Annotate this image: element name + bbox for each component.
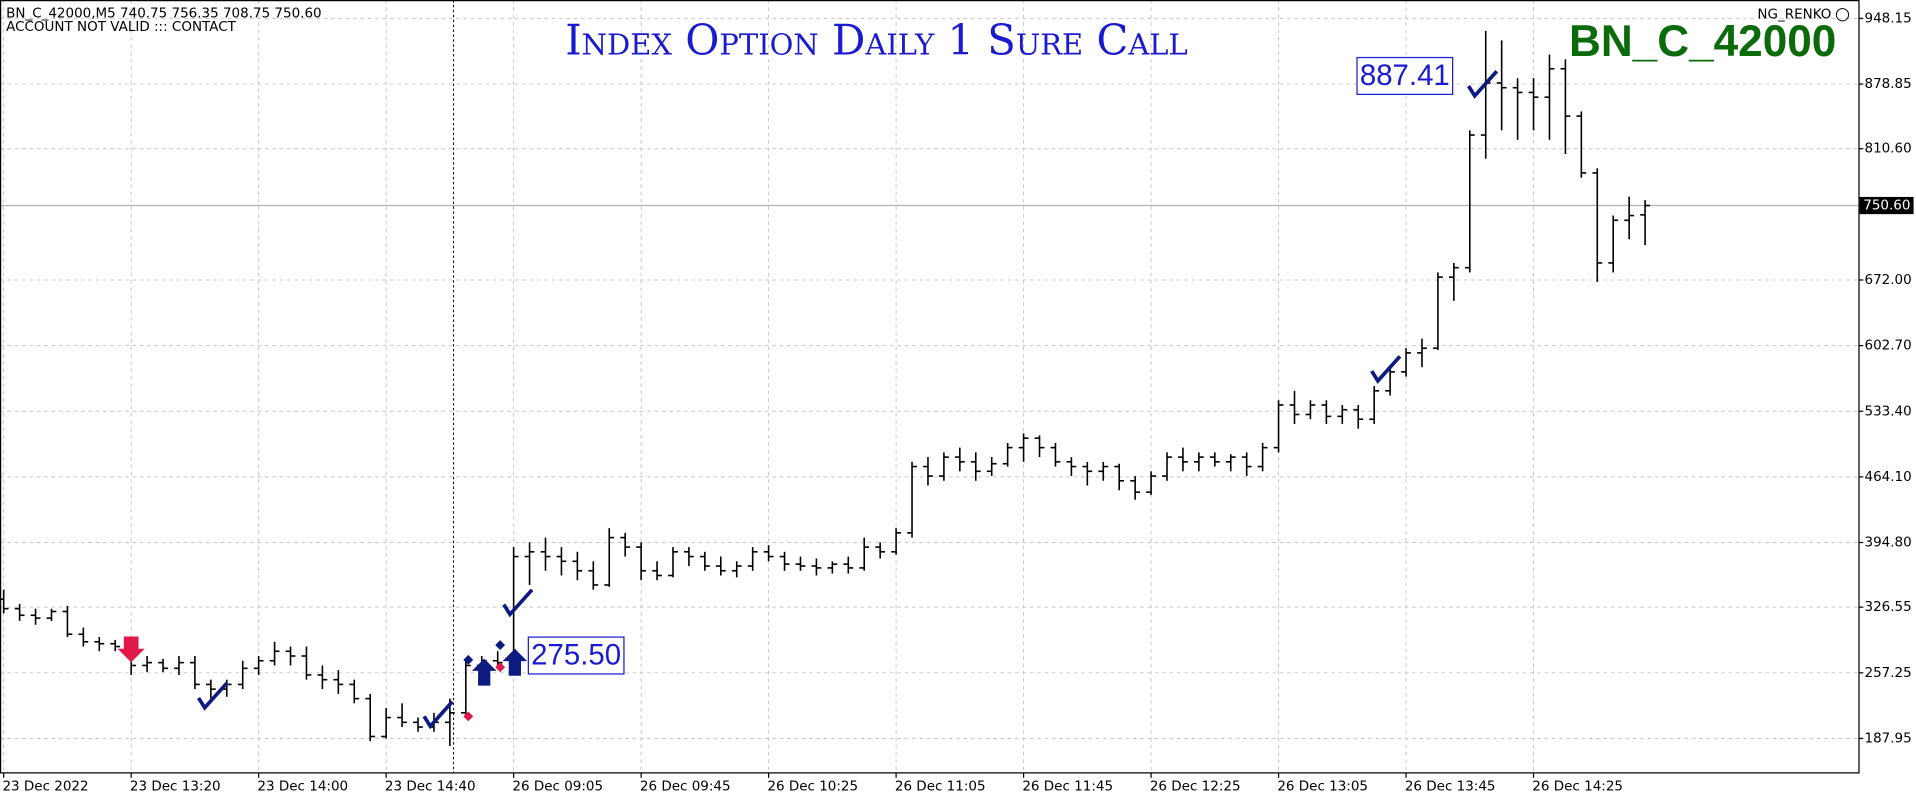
y-tick-label: 602.70 <box>1865 338 1912 354</box>
bars <box>0 30 1650 746</box>
x-tick-label: 26 Dec 09:45 <box>640 778 731 794</box>
chart-title: Index Option Daily 1 Sure Call <box>565 16 1187 65</box>
x-tick-label: 23 Dec 14:00 <box>257 778 348 794</box>
grid <box>0 0 1859 773</box>
header-line: ACCOUNT NOT VALID ::: CONTACT <box>6 19 236 35</box>
y-tick-label: 948.15 <box>1865 10 1912 26</box>
y-tick-label: 257.25 <box>1865 665 1912 681</box>
x-tick-label: 26 Dec 11:45 <box>1022 778 1113 794</box>
x-tick-label: 23 Dec 14:40 <box>385 778 476 794</box>
y-tick-label: 464.10 <box>1865 469 1912 485</box>
y-tick-label: 878.85 <box>1865 76 1912 92</box>
diamond <box>463 640 506 665</box>
annotation-box <box>1356 56 1454 95</box>
x-tick-label: 23 Dec 13:20 <box>130 778 221 794</box>
annotation-label: 275.50 <box>531 639 621 672</box>
diamond <box>463 662 506 722</box>
x-tick-label: 26 Dec 14:25 <box>1532 778 1623 794</box>
signals <box>117 70 1499 730</box>
x-tick-label: 23 Dec 2022 <box>2 778 88 794</box>
x-tick-label: 26 Dec 11:05 <box>895 778 986 794</box>
x-tick-label: 26 Dec 13:45 <box>1405 778 1496 794</box>
current-price-label: 750.60 <box>1863 198 1910 214</box>
y-tick-label: 326.55 <box>1865 599 1912 615</box>
buy-arrow <box>502 648 528 676</box>
current-price-box <box>1859 196 1914 215</box>
y-tick-label: 810.60 <box>1865 141 1912 157</box>
watermark: BN_C_42000 <box>1569 17 1836 66</box>
x-tick-label: 26 Dec 10:25 <box>767 778 858 794</box>
y-tick-label: 672.00 <box>1865 272 1912 288</box>
y-tick-label: 533.40 <box>1865 403 1912 419</box>
plot-frame <box>0 0 1860 774</box>
sell-arrow <box>117 636 145 663</box>
y-tick-label: 394.80 <box>1865 535 1912 551</box>
check-marks <box>197 70 1499 730</box>
y-tick-label: 187.95 <box>1865 730 1912 746</box>
header-line: BN_C_42000,M5 740.75 756.35 708.75 750.6… <box>6 6 322 22</box>
labels: 948.15 878.85 810.60 672.00 602.70 533.40 464.… <box>2 10 1914 794</box>
buy-arrow <box>471 658 497 686</box>
x-tick-label: 26 Dec 13:05 <box>1277 778 1368 794</box>
annotation-label: 887.41 <box>1360 59 1450 92</box>
indicator-name: NG_RENKO <box>1757 7 1831 23</box>
x-tick-label: 26 Dec 12:25 <box>1150 778 1241 794</box>
annotation-box <box>527 636 625 675</box>
x-tick-label: 26 Dec 09:05 <box>512 778 603 794</box>
smiley-icon <box>1835 8 1850 22</box>
